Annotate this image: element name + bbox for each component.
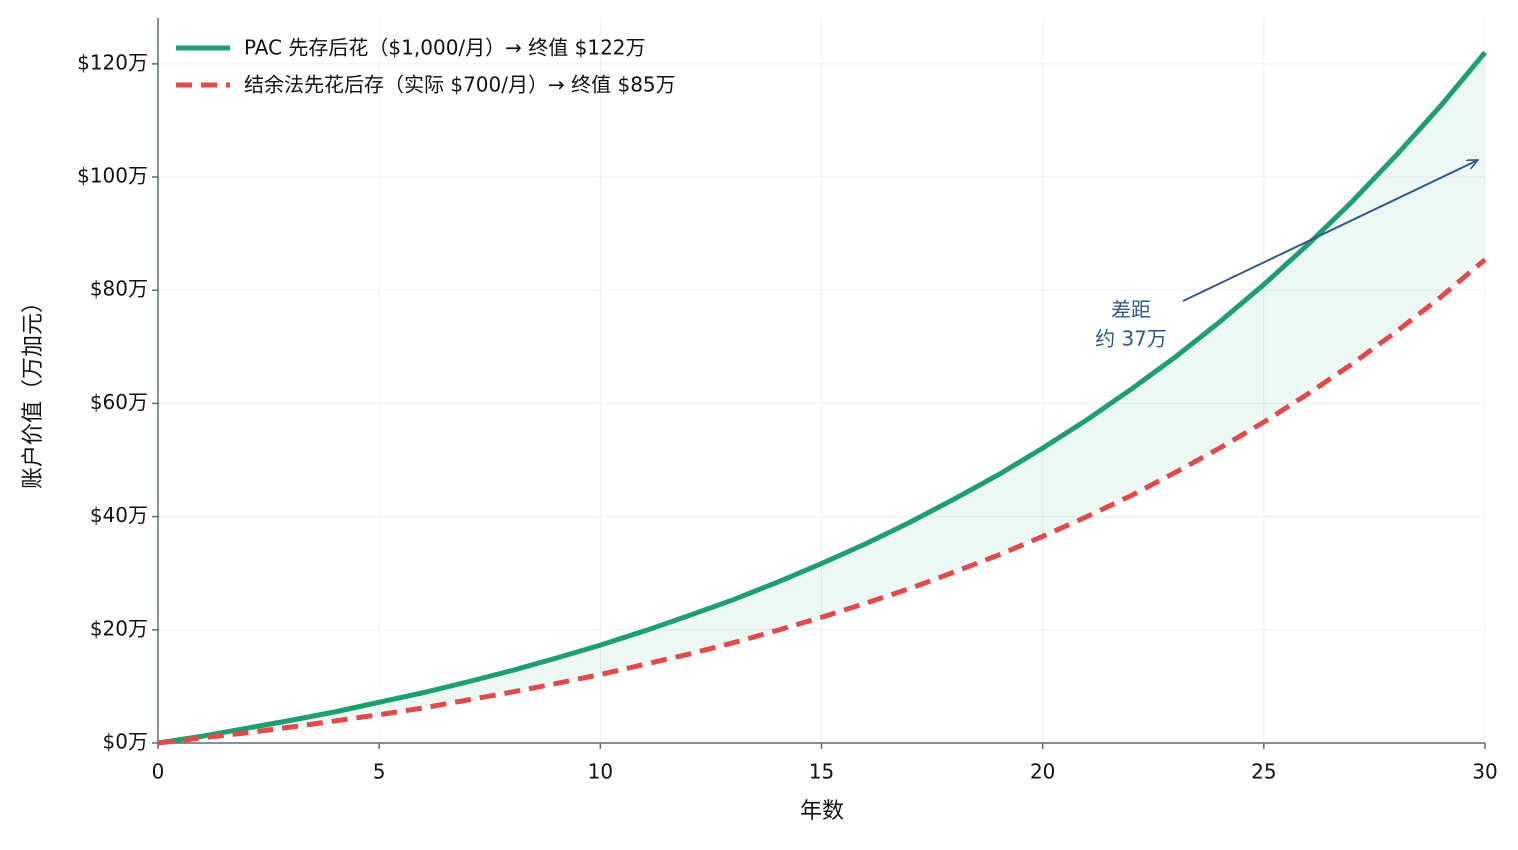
series-line [157,257,1487,746]
series-line [157,50,1487,746]
x-tick-label: 25 [1251,760,1276,784]
y-tick-label: $0万 [103,730,148,754]
y-tick-label: $40万 [90,503,148,527]
legend-label: PAC 先存后花（$1,000/月）→ 终值 $122万 [244,36,646,60]
gap-area [158,52,1485,744]
x-tick-label: 15 [809,760,834,784]
x-tick-label: 30 [1472,760,1497,784]
x-tick-label: 20 [1030,760,1055,784]
annotation-arrow [1182,159,1478,302]
y-tick-label: $100万 [77,164,148,188]
y-tick-label: $80万 [90,277,148,301]
y-tick-label: $60万 [90,390,148,414]
y-tick-label: $20万 [90,616,148,640]
x-tick-label: 5 [373,760,386,784]
x-axis-label: 年数 [800,799,844,824]
annotation: 差距 [1111,298,1151,322]
legend-label: 结余法先花后存（实际 $700/月）→ 终值 $85万 [244,73,676,97]
x-tick-label: 0 [152,760,165,784]
y-tick-label: $120万 [77,50,148,74]
y-axis-label: 账户价值（万加元） [21,291,46,489]
plot: $0万 $20万 $40万 $60万 $80万 $100万 $120万 0 5 10 15 20 25 3… [77,18,1498,784]
annotation: 约 37万 [1095,327,1167,351]
x-tick-label: 10 [588,760,613,784]
